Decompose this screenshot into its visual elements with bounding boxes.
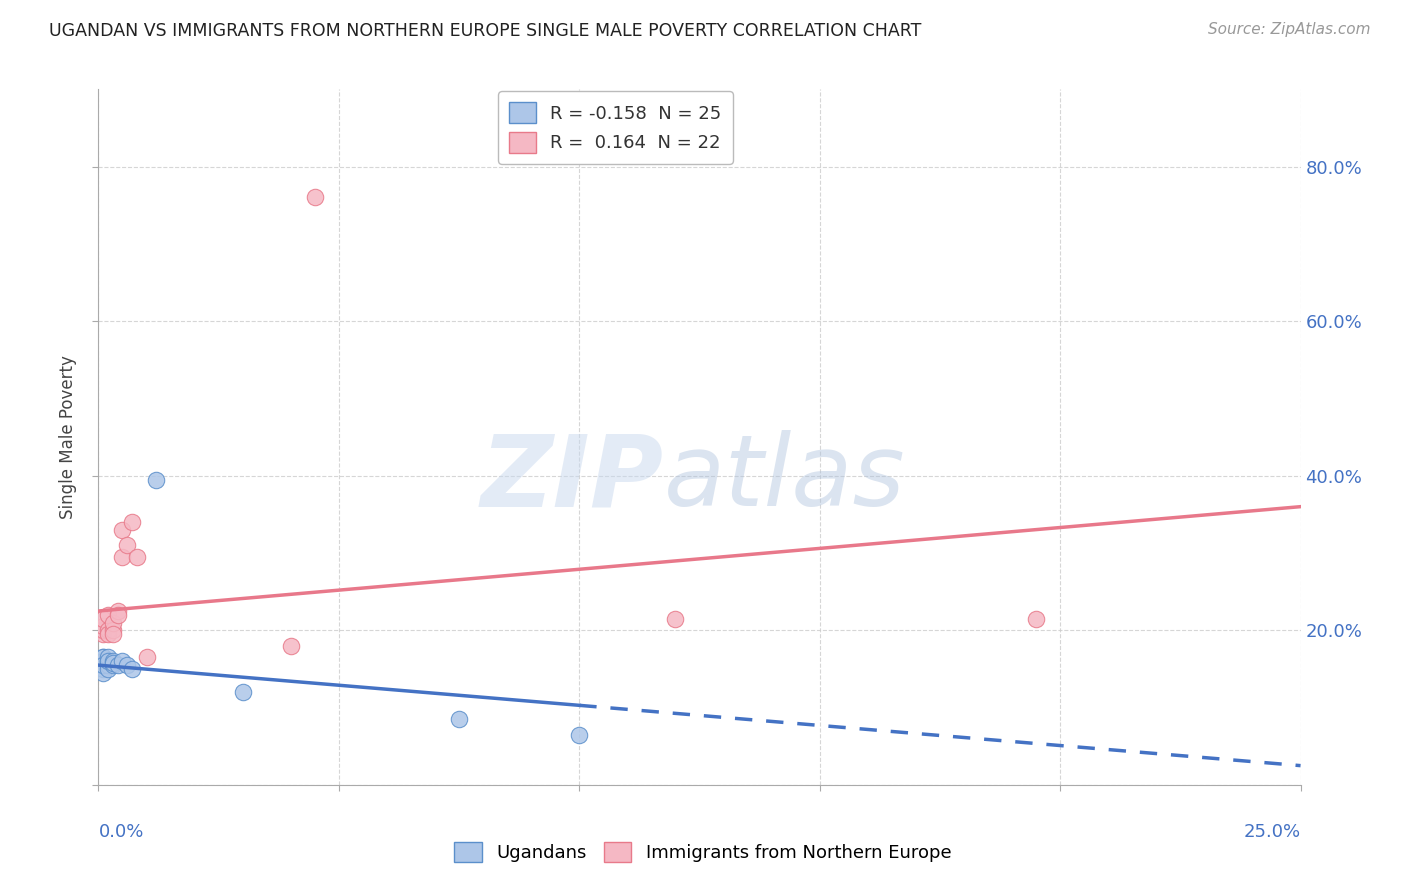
Point (111, 523, 134, 537)
Point (91, 654, 114, 668)
Point (91, 612, 114, 626)
Point (101, 656, 124, 670)
Point (568, 728, 591, 742)
Point (125, 549, 148, 564)
Point (91, 662, 114, 676)
Point (97, 627, 120, 641)
Point (91, 654, 114, 668)
Legend: R = -0.158  N = 25, R =  0.164  N = 22: R = -0.158 N = 25, R = 0.164 N = 22 (498, 91, 733, 163)
Text: UGANDAN VS IMMIGRANTS FROM NORTHERN EUROPE SINGLE MALE POVERTY CORRELATION CHART: UGANDAN VS IMMIGRANTS FROM NORTHERN EURO… (49, 22, 921, 40)
Point (91, 665, 114, 680)
Text: 25.0%: 25.0% (1243, 823, 1301, 841)
Point (97, 654, 120, 668)
Point (117, 658, 139, 673)
Point (91, 658, 114, 673)
Point (91, 619, 114, 633)
Point (101, 624, 124, 638)
Point (101, 658, 124, 673)
Point (91, 658, 114, 673)
Legend: Ugandans, Immigrants from Northern Europe: Ugandans, Immigrants from Northern Europ… (447, 834, 959, 870)
Point (107, 604, 129, 618)
Point (107, 607, 129, 622)
Point (304, 190, 326, 204)
Text: atlas: atlas (664, 430, 905, 527)
Point (87, 658, 110, 673)
Point (117, 538, 139, 552)
Point (87, 624, 110, 638)
Point (97, 607, 120, 622)
Point (232, 685, 254, 699)
Point (97, 624, 120, 638)
Point (111, 549, 134, 564)
Point (1025, 612, 1047, 626)
Text: ZIP: ZIP (481, 430, 664, 527)
Point (97, 658, 120, 673)
Point (111, 654, 134, 668)
Point (91, 650, 114, 665)
Point (97, 650, 120, 665)
Point (91, 650, 114, 665)
Point (101, 615, 124, 630)
Point (280, 639, 302, 653)
Point (97, 662, 120, 676)
Text: Source: ZipAtlas.com: Source: ZipAtlas.com (1208, 22, 1371, 37)
Y-axis label: Single Male Poverty: Single Male Poverty (59, 355, 77, 519)
Point (91, 624, 114, 638)
Point (91, 627, 114, 641)
Point (101, 627, 124, 641)
Point (447, 712, 470, 726)
Point (101, 654, 124, 668)
Point (91, 658, 114, 673)
Point (107, 658, 129, 673)
Text: 0.0%: 0.0% (98, 823, 143, 841)
Point (97, 654, 120, 668)
Point (145, 473, 167, 487)
Point (121, 662, 143, 676)
Point (664, 612, 686, 626)
Point (135, 650, 157, 665)
Point (121, 515, 143, 529)
